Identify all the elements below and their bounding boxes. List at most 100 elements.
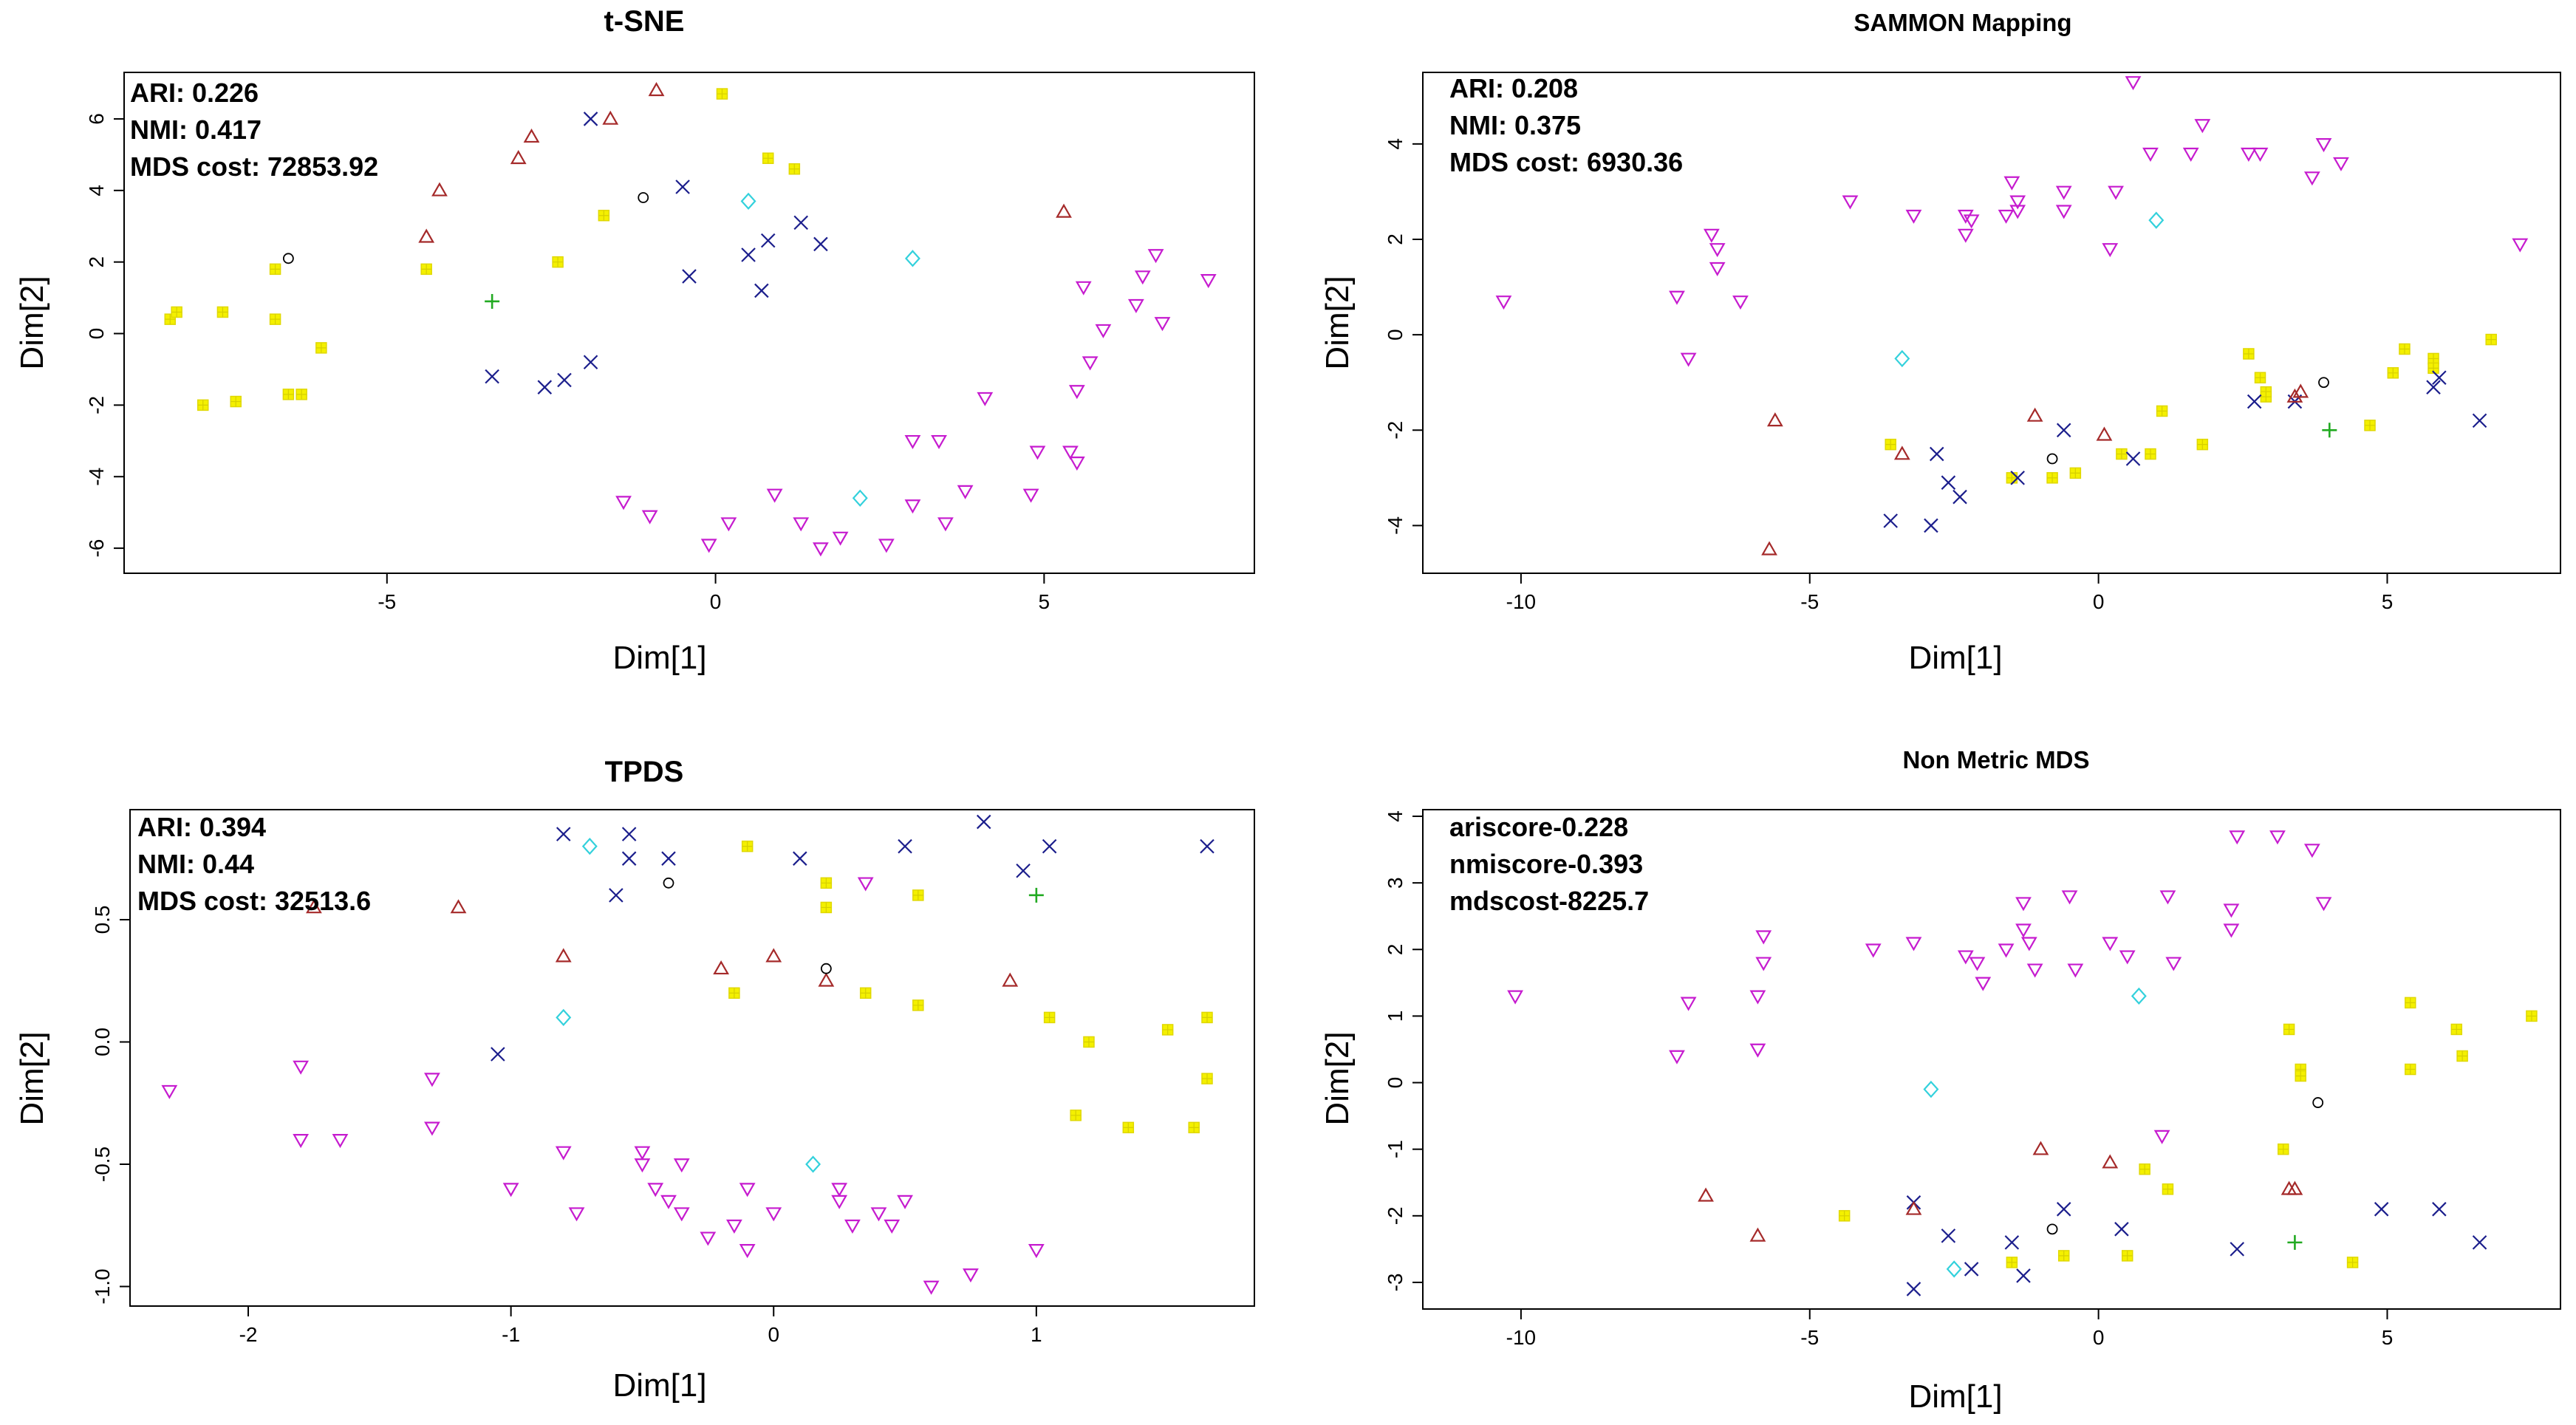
point-square <box>2116 448 2128 460</box>
point-x <box>2432 370 2447 386</box>
point-square <box>1070 1110 1082 1121</box>
point-square-cross <box>789 163 800 174</box>
point-diamond <box>740 192 756 210</box>
point-down-triangle <box>2026 963 2043 978</box>
x-axis-label: Dim[1] <box>1908 640 2002 676</box>
point-down-triangle <box>2003 176 2020 191</box>
point-square <box>2346 1257 2359 1268</box>
point-square-cross <box>421 264 432 275</box>
point-down-triangle <box>2061 890 2078 905</box>
point-down-triangle <box>1749 990 1766 1005</box>
point-square <box>2254 372 2266 384</box>
point-square <box>2405 1063 2416 1076</box>
point-down-triangle <box>739 1183 756 1197</box>
point-x <box>675 180 690 194</box>
y-tick-label: 2 <box>85 256 108 268</box>
point-square <box>2069 467 2082 479</box>
plot-frame <box>129 809 1255 1307</box>
point-square-cross <box>2145 448 2156 459</box>
y-axis-label: Dim[2] <box>14 1031 50 1125</box>
point-square <box>282 389 295 400</box>
axis-ticks: -2 -1 0 1 -1.0 -0.5 0.0 0.5 <box>91 905 1042 1346</box>
point-down-triangle <box>700 539 717 553</box>
point-square-cross <box>2283 1024 2295 1035</box>
point-square-cross <box>821 902 832 913</box>
point-square <box>1838 1210 1851 1222</box>
point-plus <box>2322 423 2337 438</box>
point-square-cross <box>912 889 923 901</box>
metric-nmi: NMI: 0.44 <box>137 849 254 879</box>
metric-nmi: NMI: 0.417 <box>130 115 262 145</box>
point-square-cross <box>1123 1122 1134 1133</box>
point-down-triangle <box>2240 147 2257 162</box>
point-up-triangle <box>648 81 665 97</box>
point-down-triangle <box>878 539 895 553</box>
point-square <box>2456 1050 2468 1062</box>
point-down-triangle <box>2269 830 2286 845</box>
point-down-triangle <box>937 517 954 532</box>
y-tick-label: 0.0 <box>91 1028 114 1056</box>
point-down-triangle <box>1062 445 1079 460</box>
point-down-triangle <box>700 1231 717 1246</box>
panel-title: SAMMON Mapping <box>1854 9 2071 36</box>
point-square <box>1122 1121 1135 1134</box>
point-square-cross <box>2006 472 2018 483</box>
point-diamond <box>2148 211 2165 229</box>
point-down-triangle <box>641 510 658 524</box>
point-square <box>1043 1011 1056 1024</box>
y-tick-label: 1 <box>1384 1011 1407 1022</box>
point-down-triangle <box>161 1084 178 1099</box>
point-down-triangle <box>647 1183 664 1197</box>
point-x <box>793 851 807 866</box>
plot-marks <box>1495 76 2529 556</box>
point-up-triangle <box>418 228 435 243</box>
point-square-cross <box>912 999 923 1011</box>
point-circle <box>282 253 294 264</box>
metric-ari: ARI: 0.394 <box>137 812 266 842</box>
y-tick-label: 0 <box>1384 1077 1407 1089</box>
y-tick-label: -4 <box>85 468 108 486</box>
point-down-triangle <box>2102 937 2119 951</box>
point-x <box>898 838 912 854</box>
point-square-cross <box>2261 392 2272 403</box>
point-square <box>788 163 801 175</box>
point-down-triangle <box>2055 205 2072 219</box>
point-up-triangle <box>431 182 448 197</box>
point-square <box>2139 1163 2150 1175</box>
point-down-triangle <box>1703 228 1720 243</box>
point-up-triangle <box>1002 972 1019 987</box>
y-tick-label: -0.5 <box>91 1147 114 1182</box>
y-axis-label: Dim[2] <box>1319 276 1356 369</box>
point-x <box>1924 518 1938 533</box>
point-down-triangle <box>2009 195 2026 210</box>
point-square <box>2145 448 2156 460</box>
point-down-triangle <box>739 1244 756 1259</box>
point-square-cross <box>1162 1024 1173 1035</box>
y-tick-label: 4 <box>1384 138 1407 150</box>
point-down-triangle <box>2223 903 2240 918</box>
point-square-cross <box>2243 348 2254 359</box>
point-x <box>2374 1202 2389 1217</box>
point-down-triangle <box>293 1134 310 1149</box>
point-x <box>976 814 991 830</box>
metric-ari: ariscore-0.228 <box>1449 812 1628 842</box>
x-tick-label: 0 <box>2093 590 2105 613</box>
point-square <box>2006 1257 2018 1268</box>
point-x <box>682 269 697 284</box>
point-down-triangle <box>1680 997 1697 1011</box>
point-down-triangle <box>673 1207 690 1222</box>
point-square-cross <box>2428 353 2439 364</box>
point-square <box>2387 367 2399 379</box>
point-down-triangle <box>2108 185 2124 200</box>
point-square-cross <box>165 314 176 325</box>
point-down-triangle <box>1905 209 1922 224</box>
y-tick-label: -2 <box>85 396 108 414</box>
metric-ari: ARI: 0.226 <box>130 78 259 108</box>
point-circle <box>2046 453 2058 465</box>
panel-title: Non Metric MDS <box>1902 746 2089 773</box>
point-x <box>2016 1268 2031 1283</box>
point-down-triangle <box>2102 243 2119 258</box>
point-square <box>552 256 564 268</box>
